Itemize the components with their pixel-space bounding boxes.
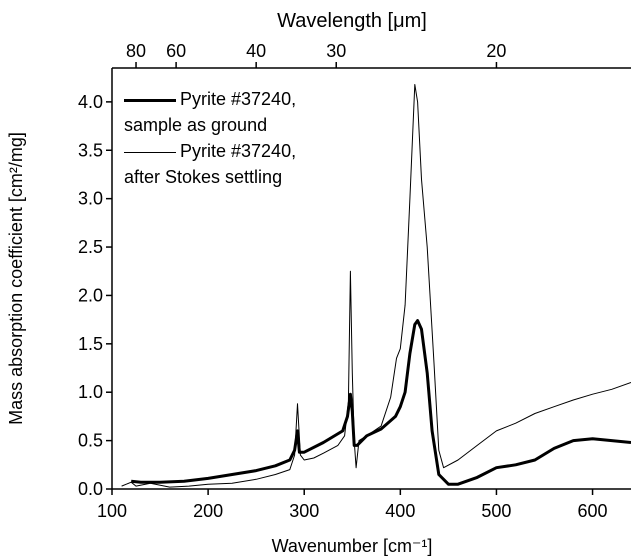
y-tick-label: 1.0 (78, 382, 103, 402)
y-tick-label: 3.5 (78, 140, 103, 160)
x-tick-label: 500 (481, 501, 511, 521)
legend-entry: Pyrite #37240, after Stokes settling (124, 138, 329, 190)
x2-axis-title: Wavelength [μm] (277, 10, 427, 32)
y-tick-label: 4.0 (78, 92, 103, 112)
legend-swatch (124, 151, 176, 153)
y-axis-title: Mass absorption coefficient [cm²/mg] (6, 132, 26, 425)
x-tick-label: 200 (193, 501, 223, 521)
x-tick-label: 300 (289, 501, 319, 521)
x2-tick-label: 20 (486, 41, 506, 61)
x2-tick-label: 80 (126, 41, 146, 61)
legend-entry: Pyrite #37240, sample as ground (124, 86, 329, 138)
y-tick-label: 0.5 (78, 431, 103, 451)
y-tick-label: 2.0 (78, 285, 103, 305)
x2-tick-label: 30 (326, 41, 346, 61)
y-tick-label: 3.0 (78, 189, 103, 209)
legend-label: Pyrite #37240, sample as ground (124, 89, 297, 135)
legend: Pyrite #37240, sample as ground Pyrite #3… (124, 86, 329, 190)
x2-tick-label: 40 (246, 41, 266, 61)
x-tick-label: 100 (97, 501, 127, 521)
legend-label: Pyrite #37240, after Stokes settling (124, 141, 297, 187)
series-line (121, 84, 631, 488)
x2-tick-label: 60 (166, 41, 186, 61)
y-tick-label: 2.5 (78, 237, 103, 257)
x-axis-title: Wavenumber [cm⁻¹] (272, 536, 433, 556)
x-tick-label: 400 (385, 501, 415, 521)
y-tick-label: 1.5 (78, 334, 103, 354)
series-line (131, 319, 631, 486)
y-tick-label: 0.0 (78, 479, 103, 499)
x-tick-label: 600 (578, 501, 608, 521)
legend-swatch (124, 98, 176, 102)
